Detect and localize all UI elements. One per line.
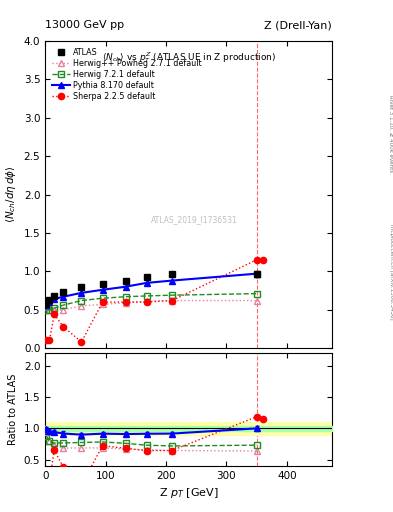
Text: Z (Drell-Yan): Z (Drell-Yan) bbox=[264, 20, 332, 31]
Text: Rivet 3.1.10, ≥ 400k events: Rivet 3.1.10, ≥ 400k events bbox=[389, 95, 393, 172]
Y-axis label: $\langle N_{ch}/d\eta\,d\phi\rangle$: $\langle N_{ch}/d\eta\,d\phi\rangle$ bbox=[4, 166, 18, 223]
X-axis label: Z $p_T$ [GeV]: Z $p_T$ [GeV] bbox=[159, 486, 219, 500]
Legend: ATLAS, Herwig++ Powheg 2.7.1 default, Herwig 7.2.1 default, Pythia 8.170 default: ATLAS, Herwig++ Powheg 2.7.1 default, He… bbox=[49, 45, 205, 104]
Text: $\langle N_{ch}\rangle$ vs $p_T^Z$ (ATLAS UE in Z production): $\langle N_{ch}\rangle$ vs $p_T^Z$ (ATLA… bbox=[101, 50, 276, 65]
Text: 13000 GeV pp: 13000 GeV pp bbox=[45, 20, 124, 31]
Text: mcplots.cern.ch [arXiv:1306.3436]: mcplots.cern.ch [arXiv:1306.3436] bbox=[389, 224, 393, 319]
Y-axis label: Ratio to ATLAS: Ratio to ATLAS bbox=[8, 374, 18, 445]
Text: ATLAS_2019_I1736531: ATLAS_2019_I1736531 bbox=[151, 215, 238, 224]
